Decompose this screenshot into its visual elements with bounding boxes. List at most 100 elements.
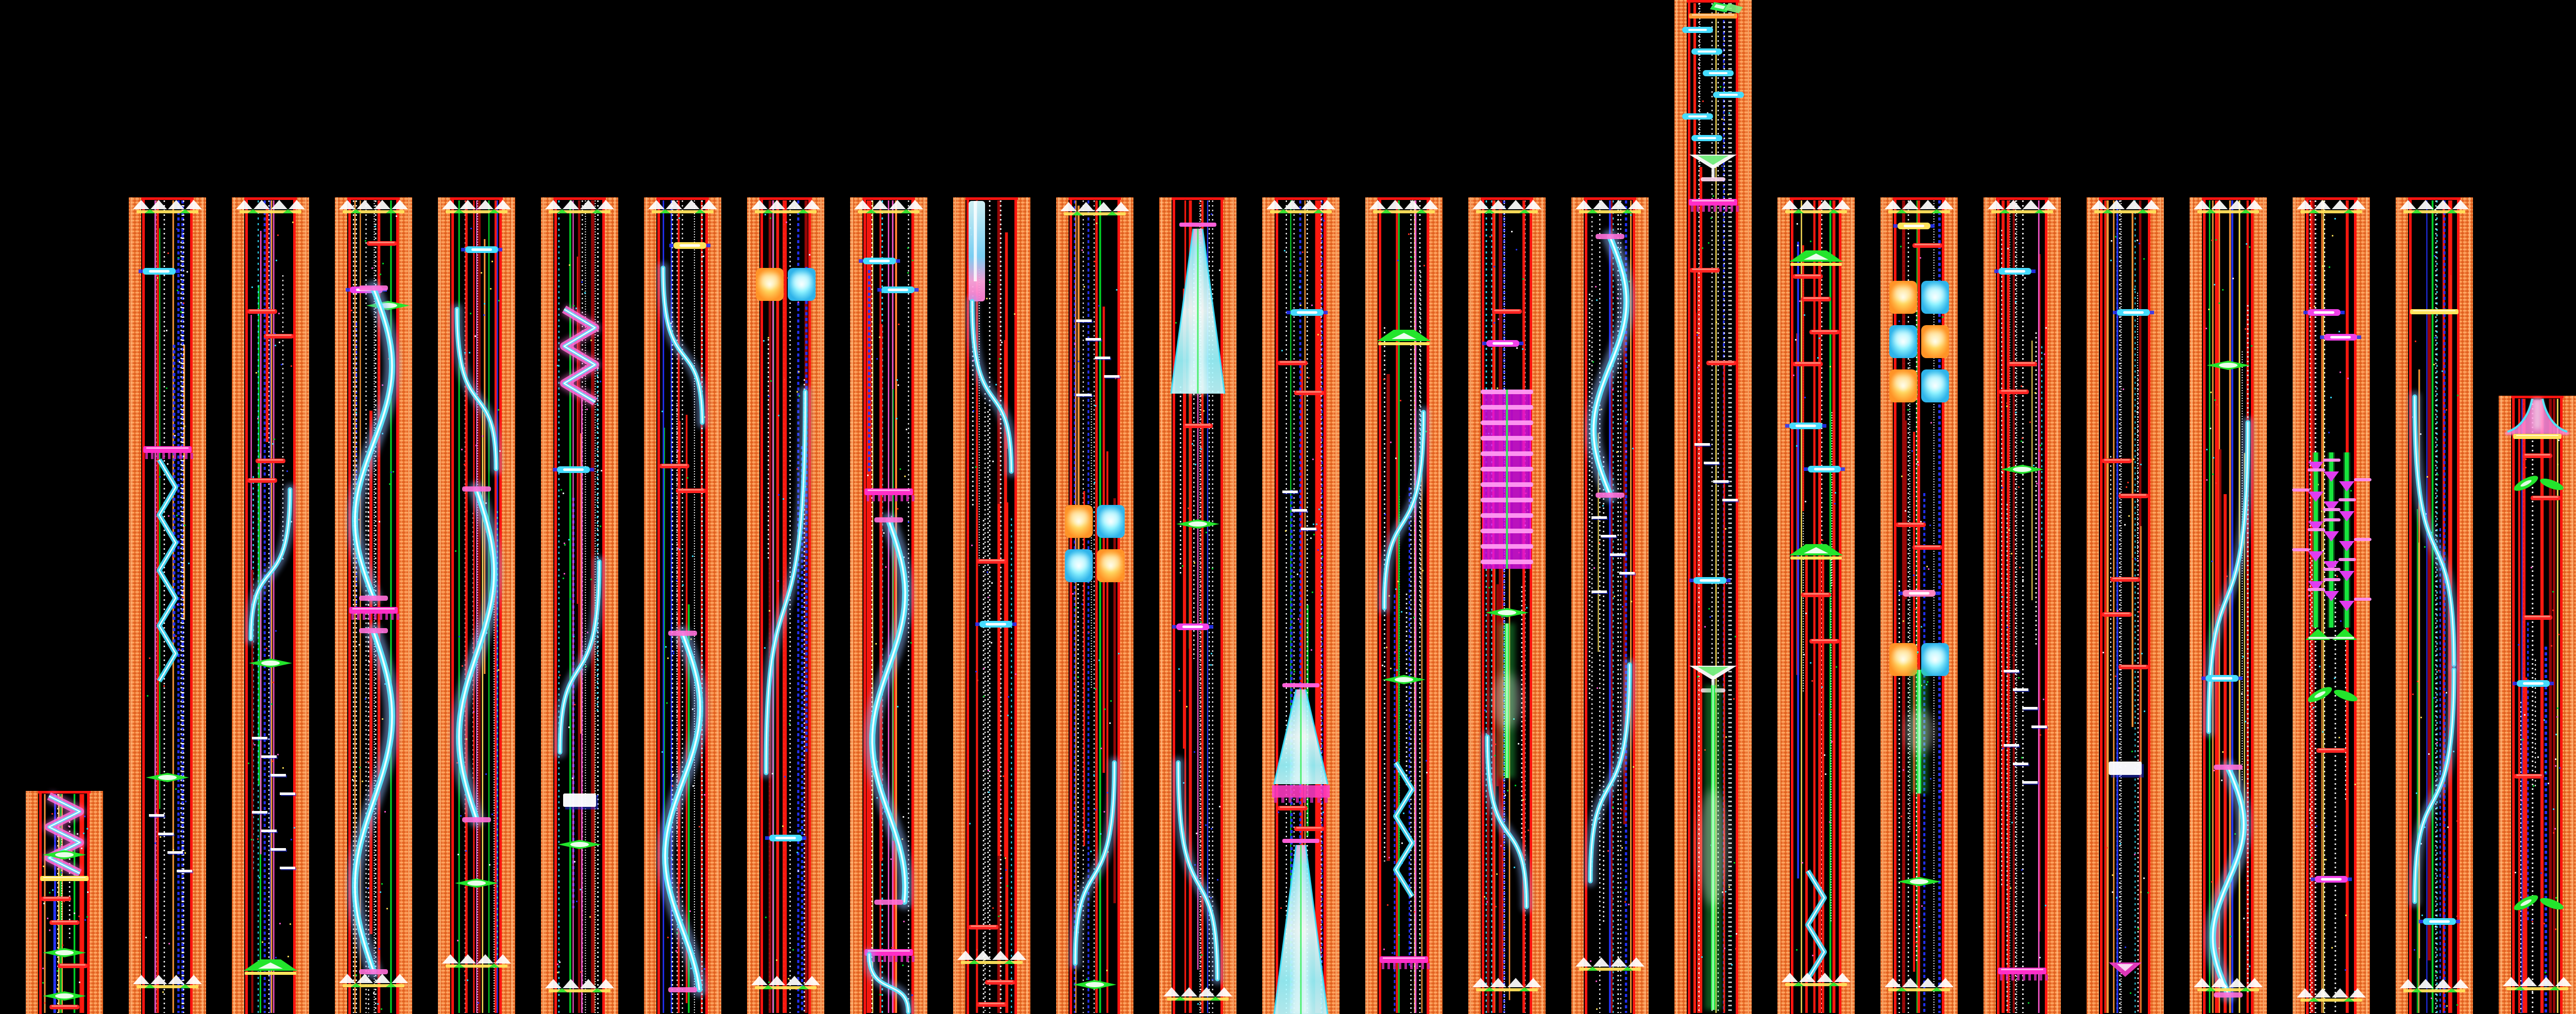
motif-bar — [2410, 309, 2459, 314]
motif-wings — [1885, 978, 1954, 991]
motif-staircase — [1282, 491, 1317, 531]
motif-zigzag-cyan — [1393, 761, 1415, 898]
trace-lines — [2104, 200, 2142, 1013]
motif-rung — [1690, 268, 1720, 273]
motif-rung — [1492, 309, 1522, 314]
motif-pill — [1172, 623, 1213, 630]
motif-arc-ribbon — [967, 296, 1017, 477]
motif-wings — [1369, 200, 1438, 213]
motif-leaf-pair — [2308, 687, 2358, 702]
strip-border-right — [88, 791, 103, 1014]
motif-pill — [669, 242, 710, 249]
motif-cyan-funnel — [1170, 223, 1226, 394]
motif-glow-blocks — [1889, 281, 1949, 402]
motif-wings — [2400, 200, 2469, 213]
motif-wings — [1575, 200, 1645, 213]
motif-zigzag-pink — [43, 791, 86, 878]
motif-wings — [1163, 987, 1232, 1001]
motif-arc-ribbon — [1173, 757, 1223, 985]
motif-rung — [1999, 390, 2029, 394]
motif-arc-ribbon — [554, 556, 605, 758]
motif-magenta-vee — [2109, 962, 2142, 977]
strip-13 — [1365, 197, 1443, 1014]
motif-wings — [545, 200, 614, 213]
trace-lines — [2518, 399, 2558, 1013]
motif-sine-ribbon — [2205, 760, 2252, 1002]
motif-arc-ribbon — [1482, 731, 1532, 912]
motif-rung — [1801, 297, 1831, 301]
strip-border-right — [1221, 197, 1236, 1014]
motif-staircase — [1694, 443, 1739, 502]
motif-roof — [1377, 330, 1431, 345]
motif-wings — [2297, 200, 2366, 213]
strip-border-right — [912, 197, 927, 1014]
strip-22 — [2292, 197, 2371, 1014]
motif-magenta-band — [1380, 956, 1430, 969]
strip-border-right — [706, 197, 721, 1014]
strip-0 — [26, 791, 103, 1014]
motif-pill — [859, 258, 900, 264]
strip-11 — [1159, 197, 1236, 1014]
glitch-specks — [1697, 67, 1737, 966]
motif-magenta-band — [1998, 968, 2048, 981]
strip-inner-field — [141, 197, 194, 1014]
motif-arc-ribbon — [1379, 407, 1429, 614]
motif-lens — [1897, 877, 1941, 886]
trace-lines — [972, 200, 1012, 1013]
motif-staircase — [149, 814, 193, 873]
motif-pill — [2113, 309, 2154, 316]
motif-rung — [2102, 612, 2132, 617]
motif-arc-ribbon — [1585, 659, 1635, 887]
motif-staircase — [1076, 319, 1121, 397]
motif-rung — [41, 897, 71, 901]
motif-rung — [256, 459, 285, 463]
motif-rung — [2522, 453, 2552, 458]
strip-2 — [232, 197, 309, 1014]
motif-wings — [442, 200, 511, 213]
motif-arc-ribbon — [760, 386, 811, 779]
strip-border-right — [1015, 197, 1030, 1014]
motif-wings — [133, 975, 202, 988]
motif-rung — [1912, 545, 1942, 550]
strip-8 — [850, 197, 927, 1014]
motif-magenta-band — [143, 446, 193, 459]
motif-pill — [1286, 309, 1328, 316]
motif-staircase — [1591, 516, 1636, 594]
strip-20 — [2087, 197, 2164, 1014]
motif-wings — [751, 200, 820, 213]
motif-lens — [1073, 980, 1116, 989]
motif-rung — [2102, 459, 2132, 463]
motif-rung — [2119, 665, 2148, 669]
motif-bar — [40, 876, 89, 881]
motif-green-beam — [1904, 670, 1935, 793]
motif-cyan-fall — [969, 201, 985, 301]
motif-rung — [58, 964, 88, 968]
strip-7 — [747, 197, 824, 1014]
motif-rung — [264, 334, 294, 339]
glitch-specks — [2515, 433, 2561, 992]
motif-wings — [2297, 988, 2366, 1002]
motif-wings — [339, 200, 408, 213]
strip-6 — [644, 197, 721, 1014]
motif-lens — [558, 840, 601, 849]
motif-pill — [1689, 577, 1731, 584]
motif-leaf-pair — [2514, 895, 2564, 910]
motif-pill — [2513, 680, 2554, 687]
motif-green-beam — [1492, 623, 1522, 778]
motif-wings — [957, 951, 1026, 964]
trace-lines — [866, 200, 909, 1013]
motif-white-box — [563, 793, 598, 809]
glitch-specks — [867, 240, 913, 996]
motif-magenta-ladder — [1481, 390, 1533, 569]
motif-rung — [1294, 391, 1324, 395]
strip-border-right — [397, 197, 412, 1014]
motif-magenta-band — [865, 488, 914, 501]
motif-rung — [659, 464, 689, 468]
motif-wings — [648, 200, 717, 213]
strip-19 — [1984, 197, 2061, 1014]
motif-wings — [1575, 957, 1645, 971]
motif-wings — [339, 974, 408, 987]
motif-cyan-funnel — [1272, 683, 1330, 803]
motif-wings — [1266, 200, 1335, 213]
motif-rung — [1912, 243, 1942, 248]
